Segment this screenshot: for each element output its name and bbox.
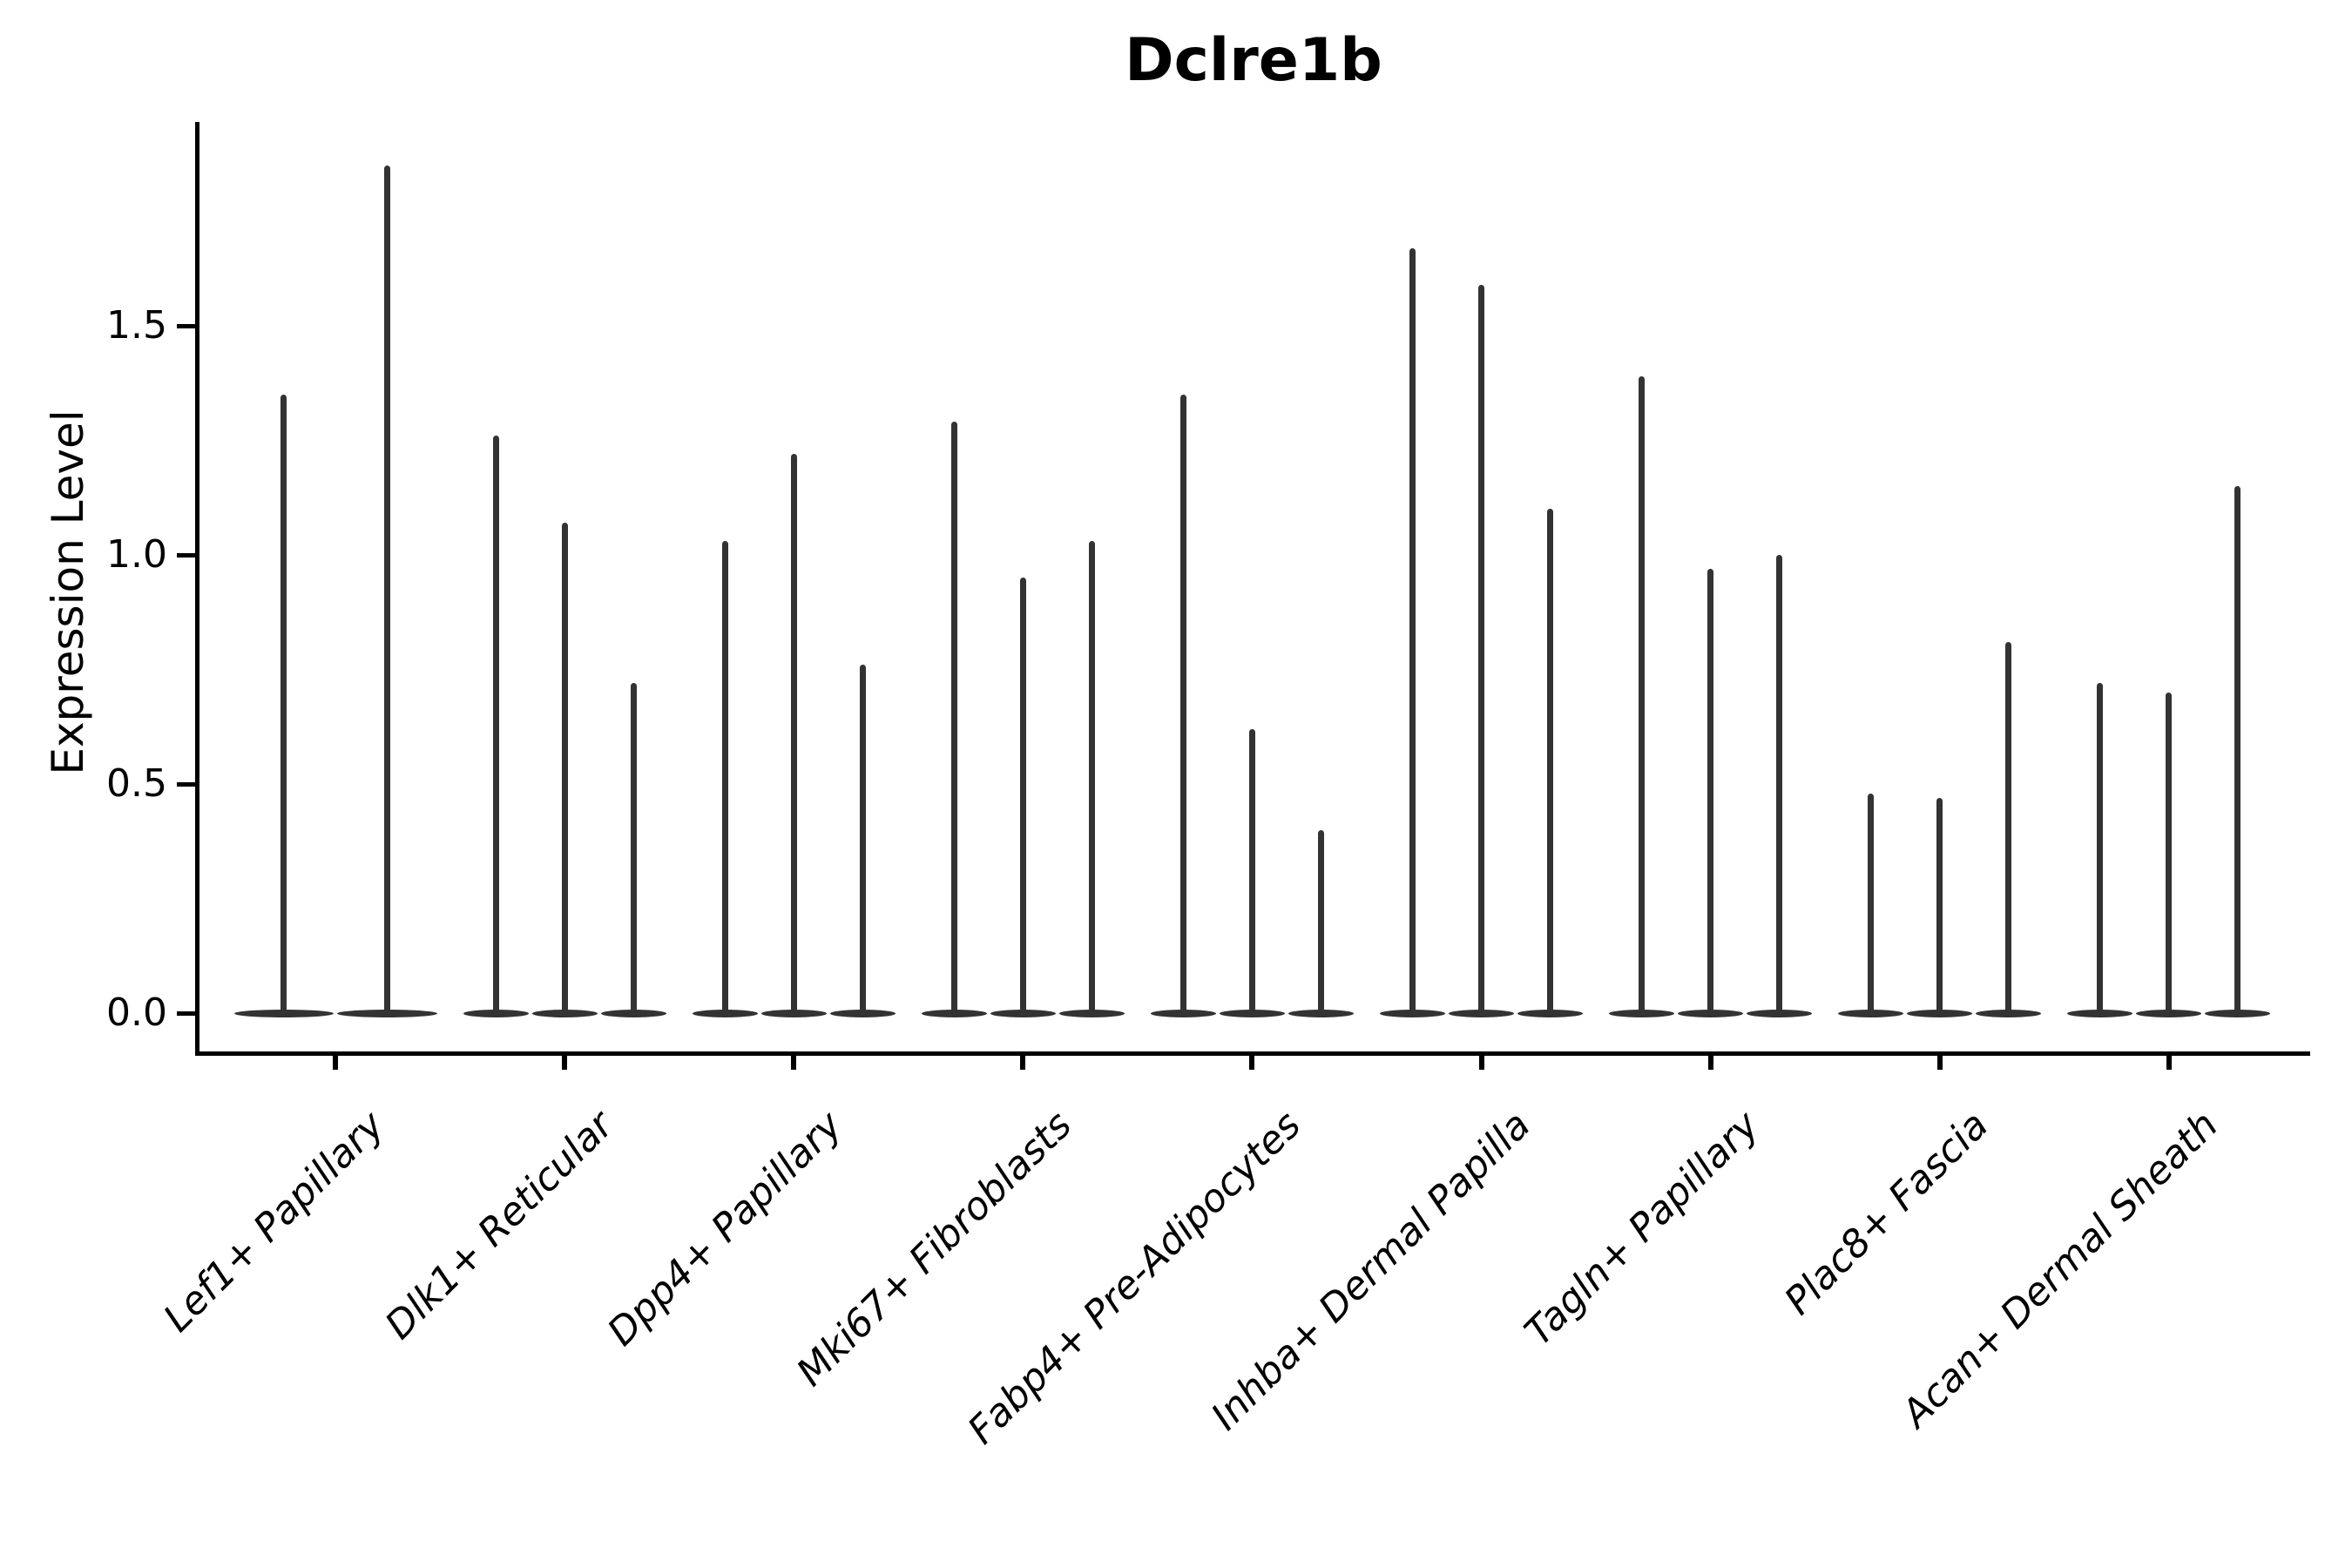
violin-zero-density [1907,1009,1973,1017]
violin-density-spike [1019,578,1026,1013]
violin-density-spike [2234,486,2241,1013]
x-tick-mark [1707,1055,1713,1070]
y-axis-label: Expression Level [43,409,93,775]
violin-zero-density [1838,1009,1904,1017]
x-tick-label: Dpp4+ Papillary [599,1103,852,1355]
violin-zero-density [1288,1009,1354,1017]
violin-density-spike [1317,829,1324,1013]
x-axis-spine [195,1051,2310,1056]
violin-density-spike [721,541,728,1013]
violin-density-spike [492,436,499,1013]
violin-density-spike [1707,568,1714,1013]
x-tick-mark [1020,1055,1026,1070]
x-tick-label: Tagln+ Papillary [1516,1103,1768,1355]
violin-zero-density [1219,1009,1285,1017]
violin-density-spike [859,665,866,1013]
x-tick-mark [1478,1055,1484,1070]
violin-zero-density [1150,1009,1216,1017]
x-tick-mark [791,1055,797,1070]
violin-zero-density [760,1009,827,1017]
x-tick-label: Lef1+ Papillary [155,1103,394,1342]
violin-zero-density [233,1009,334,1017]
x-tick-label: Dlk1+ Reticular [376,1103,623,1348]
x-tick-mark [1249,1055,1255,1070]
violin-zero-density [1609,1009,1675,1017]
y-tick-mark [177,1010,196,1016]
violin-density-spike [1547,509,1553,1013]
violin-zero-density [600,1009,666,1017]
x-tick-mark [1936,1055,1943,1070]
violin-density-spike [1409,247,1416,1013]
x-tick-mark [562,1055,568,1070]
violin-density-spike [1248,728,1255,1013]
violin-zero-density [1976,1009,2042,1017]
y-tick-mark [177,781,196,787]
violin-density-spike [2097,683,2104,1013]
violin-density-spike [790,454,797,1013]
violin-zero-density [1747,1009,1813,1017]
y-tick-mark [177,552,196,558]
plot-title: Dclre1b [1125,26,1382,95]
x-tick-label: Plac8+ Fascia [1776,1103,1997,1324]
violin-zero-density [921,1009,987,1017]
violin-zero-density [692,1009,758,1017]
violin-density-spike [1179,394,1186,1013]
violin-density-spike [561,523,568,1013]
violin-zero-density [463,1009,529,1017]
violin-density-spike [1776,555,1783,1013]
violin-zero-density [1449,1009,1514,1017]
y-tick-label: 1.5 [106,303,167,348]
violin-density-spike [1478,284,1484,1013]
violin-zero-density [1380,1009,1445,1017]
violin-zero-density [829,1009,896,1017]
violin-zero-density [1058,1009,1125,1017]
violin-zero-density [990,1009,1056,1017]
violin-density-spike [280,394,287,1013]
violin-density-spike [1936,797,1943,1013]
y-tick-mark [177,323,196,328]
x-tick-mark [333,1055,338,1070]
violin-density-spike [1868,793,1875,1013]
violin-density-spike [630,683,637,1013]
violin-density-spike [1639,375,1646,1013]
violin-density-spike [383,165,390,1013]
x-tick-mark [2166,1055,2172,1070]
violin-zero-density [531,1009,598,1017]
violin-density-spike [2005,641,2012,1013]
violin-zero-density [1517,1009,1583,1017]
y-axis-spine [195,122,199,1055]
y-tick-label: 0.0 [106,990,167,1035]
violin-zero-density [2205,1009,2271,1017]
violin-zero-density [2136,1009,2202,1017]
violin-density-spike [950,422,957,1013]
violin-density-spike [2166,692,2173,1013]
violin-density-spike [1088,541,1095,1013]
violin-zero-density [2067,1009,2133,1017]
violin-zero-density [1678,1009,1744,1017]
y-tick-label: 0.5 [106,761,167,806]
violin-zero-density [337,1009,437,1017]
y-tick-label: 1.0 [106,532,167,577]
